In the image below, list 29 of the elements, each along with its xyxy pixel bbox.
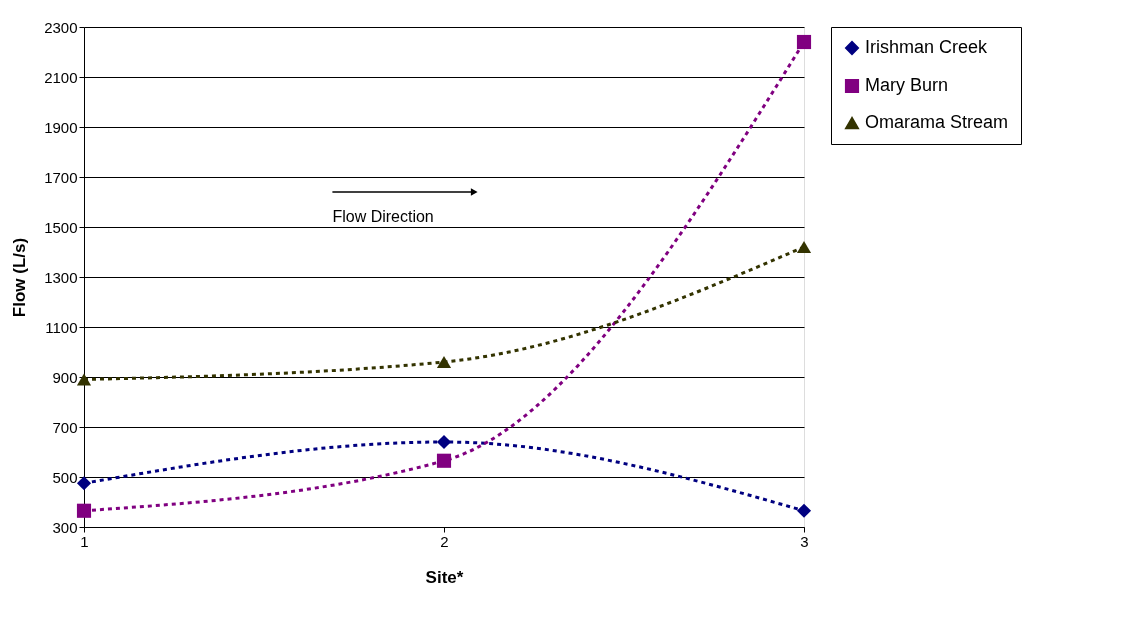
y-tick-label: 1300: [44, 268, 78, 286]
point: [436, 453, 452, 468]
point: [796, 503, 812, 518]
point: [76, 476, 92, 491]
y-tick-label: 1700: [44, 168, 78, 186]
point: [436, 434, 452, 450]
y-tick-label: 1100: [45, 318, 78, 336]
legend-label: Irishman Creek: [865, 37, 989, 57]
point: [796, 240, 812, 254]
annotation: Flow Direction: [332, 208, 434, 225]
x-axis-title: Site*: [425, 567, 464, 587]
y-tick-label: 500: [52, 468, 78, 486]
y-tick-label: 1500: [44, 218, 78, 236]
point: [76, 373, 92, 386]
y-tick-label: 700: [52, 418, 78, 436]
y-tick-label: 900: [52, 368, 78, 386]
point: [436, 355, 452, 369]
y-tick-label: 300: [52, 518, 78, 536]
point: [76, 503, 92, 518]
legend-label: Mary Burn: [865, 75, 949, 95]
x-tick-label: 2: [440, 532, 449, 550]
x-tick-label: 3: [800, 532, 809, 550]
legend-label: Omarama Stream: [865, 112, 1009, 132]
y-axis-title: Flow (L/s): [10, 237, 30, 318]
point: [796, 34, 812, 50]
y-tick-label: 1900: [44, 118, 78, 136]
y-tick-label: 2300: [44, 18, 78, 36]
x-tick-label: 1: [80, 532, 89, 550]
y-tick-label: 2100: [44, 68, 78, 86]
